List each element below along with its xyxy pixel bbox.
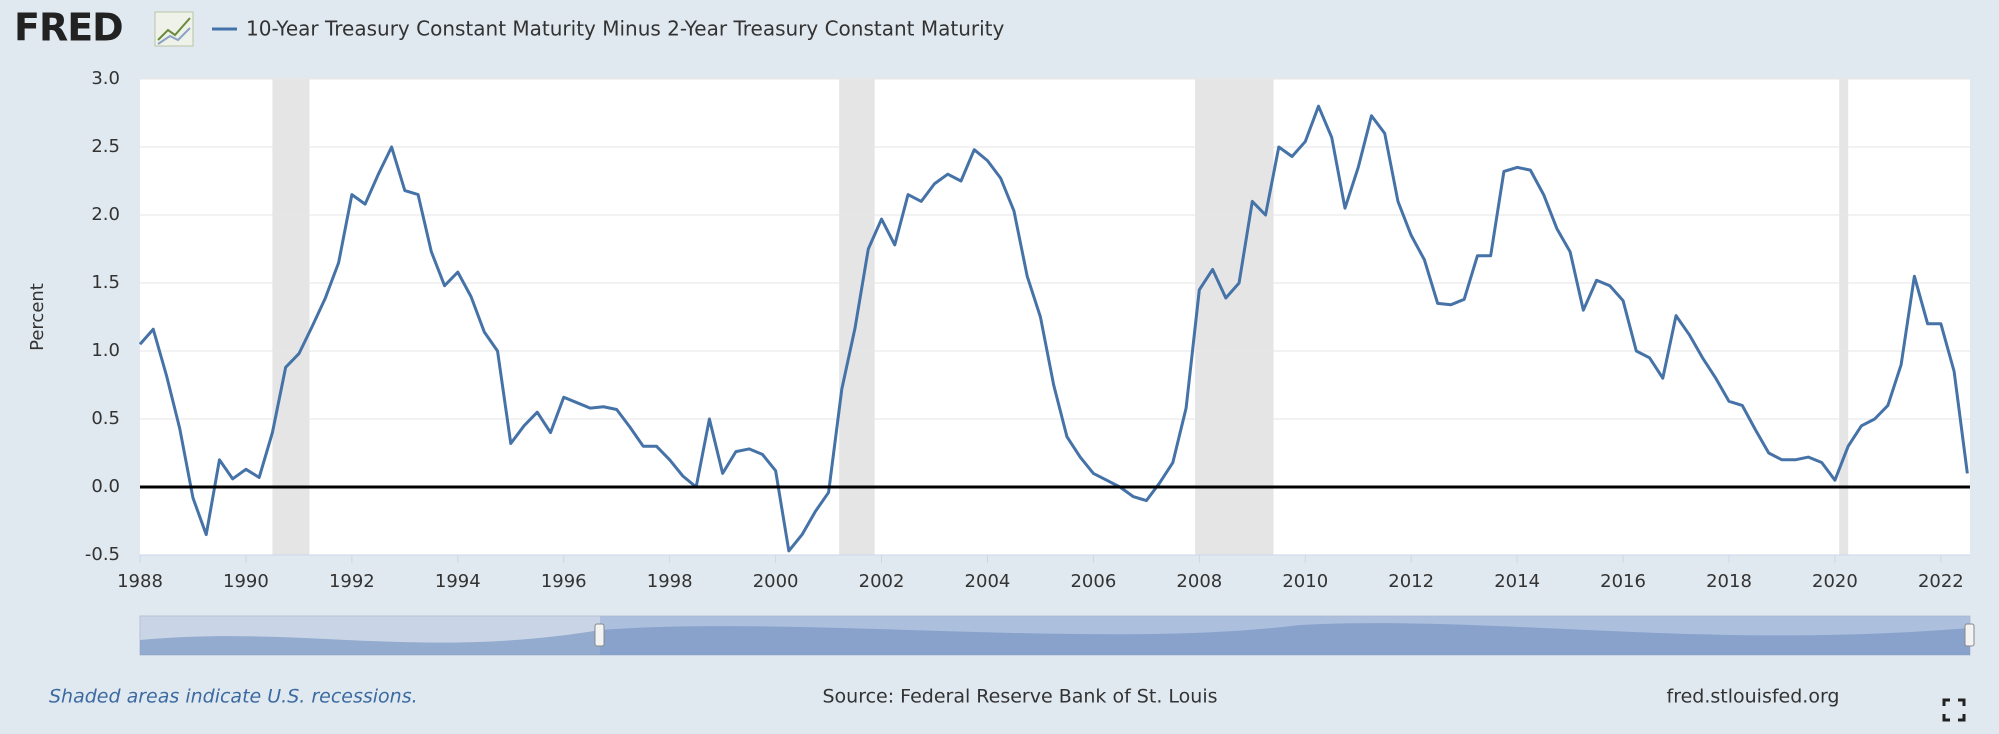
x-tick-label: 2004 — [965, 571, 1011, 592]
x-tick-label: 2006 — [1070, 571, 1116, 592]
logo-icon — [154, 11, 194, 47]
recession-note: Shaded areas indicate U.S. recessions. — [49, 686, 418, 708]
x-tick-label: 2020 — [1812, 571, 1858, 592]
y-axis-label: Percent — [27, 283, 48, 351]
x-tick-label: 2014 — [1494, 571, 1540, 592]
x-tick-label: 2016 — [1600, 571, 1646, 592]
y-tick-label: 2.0 — [91, 204, 120, 225]
y-tick-label: 3.0 — [91, 68, 120, 89]
y-tick-label: 0.5 — [91, 408, 120, 429]
x-tick-label: 1992 — [329, 571, 375, 592]
x-tick-label: 2010 — [1282, 571, 1328, 592]
y-tick-label: 0.0 — [91, 476, 120, 497]
x-tick-label: 2000 — [753, 571, 799, 592]
recession-band — [1839, 79, 1849, 555]
plot-area — [140, 79, 1970, 555]
x-tick-label: 1998 — [647, 571, 693, 592]
y-tick-label: 2.5 — [91, 136, 120, 157]
url[interactable]: fred.stlouisfed.org — [1667, 686, 1840, 708]
recession-band — [1195, 79, 1274, 555]
series-line — [138, 104, 1969, 553]
y-tick-label: -0.5 — [85, 544, 120, 565]
x-tick-label: 1988 — [117, 571, 163, 592]
x-tick-label: 1996 — [541, 571, 587, 592]
x-tick-label: 1990 — [223, 571, 269, 592]
recession-band — [272, 79, 310, 555]
y-tick-label: 1.0 — [91, 340, 120, 361]
x-tick-label: 2022 — [1918, 571, 1964, 592]
legend-label: 10-Year Treasury Constant Maturity Minus… — [246, 17, 1005, 41]
logo[interactable]: FRED — [14, 6, 124, 50]
fullscreen-icon[interactable] — [1942, 698, 1966, 722]
x-tick-label: 2018 — [1706, 571, 1752, 592]
x-tick-label: 2012 — [1388, 571, 1434, 592]
source: Source: Federal Reserve Bank of St. Loui… — [822, 686, 1217, 708]
y-tick-label: 1.5 — [91, 272, 120, 293]
x-tick-label: 2002 — [859, 571, 905, 592]
x-tick-label: 1994 — [435, 571, 481, 592]
x-tick-label: 2008 — [1176, 571, 1222, 592]
navigator — [139, 615, 1975, 656]
